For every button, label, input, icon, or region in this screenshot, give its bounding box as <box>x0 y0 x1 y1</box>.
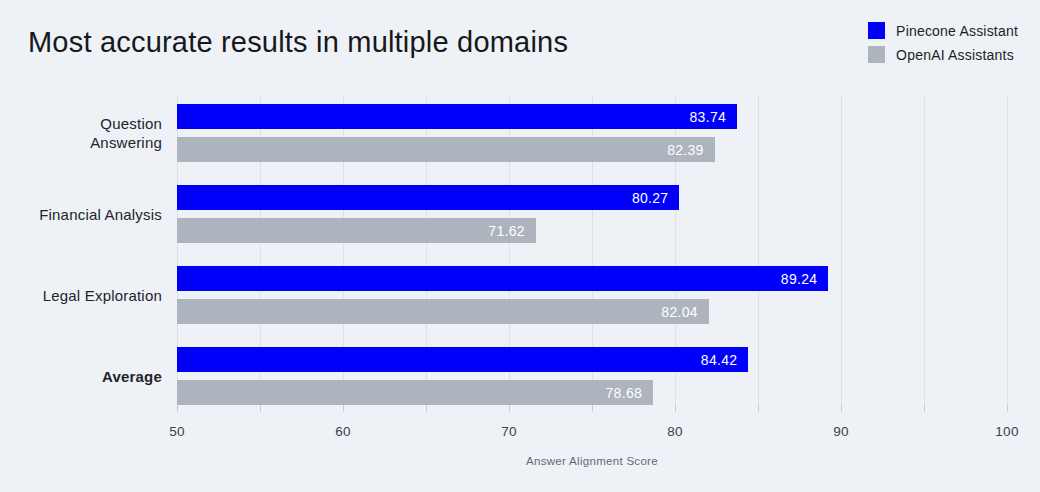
bar-pinecone-assistant-financial-analysis: 80.27 <box>177 185 679 210</box>
tick-mark-95 <box>924 405 925 412</box>
x-tick-label-80: 80 <box>667 424 683 439</box>
chart-canvas: Most accurate results in multiple domain… <box>0 0 1040 492</box>
tick-mark-65 <box>426 405 427 412</box>
legend: Pinecone Assistant OpenAI Assistants <box>868 22 1018 63</box>
chart-title: Most accurate results in multiple domain… <box>28 26 568 59</box>
bar-openai-assistants-average: 78.68 <box>177 380 653 405</box>
legend-label: Pinecone Assistant <box>896 23 1018 39</box>
bar-value-label: 89.24 <box>781 271 829 287</box>
category-label-legal-exploration: Legal Exploration <box>32 286 162 305</box>
tick-mark-85 <box>758 405 759 412</box>
legend-swatch-pinecone-icon <box>868 22 885 39</box>
bar-value-label: 71.62 <box>488 223 536 239</box>
gridline-90 <box>841 96 842 405</box>
x-tick-label-70: 70 <box>501 424 517 439</box>
bar-pinecone-assistant-legal-exploration: 89.24 <box>177 266 828 291</box>
legend-item-openai-assistants: OpenAI Assistants <box>868 46 1018 63</box>
bar-openai-assistants-financial-analysis: 71.62 <box>177 218 536 243</box>
gridline-85 <box>758 96 759 405</box>
x-axis-title: Answer Alignment Score <box>177 455 1007 467</box>
bar-value-label: 84.42 <box>701 352 749 368</box>
x-tick-label-60: 60 <box>335 424 351 439</box>
category-label-financial-analysis: Financial Analysis <box>32 205 162 224</box>
tick-mark-100 <box>1007 405 1008 412</box>
bar-value-label: 82.39 <box>667 142 715 158</box>
tick-mark-50 <box>177 405 178 412</box>
category-label-question-answering: Question Answering <box>32 114 162 152</box>
tick-mark-55 <box>260 405 261 412</box>
tick-mark-60 <box>343 405 344 412</box>
bar-openai-assistants-legal-exploration: 82.04 <box>177 299 709 324</box>
legend-swatch-openai-icon <box>868 46 885 63</box>
legend-label: OpenAI Assistants <box>896 47 1014 63</box>
bar-pinecone-assistant-question-answering: 83.74 <box>177 104 737 129</box>
x-tick-label-50: 50 <box>169 424 185 439</box>
bar-value-label: 83.74 <box>690 109 738 125</box>
x-tick-label-90: 90 <box>833 424 849 439</box>
tick-mark-70 <box>509 405 510 412</box>
legend-item-pinecone-assistant: Pinecone Assistant <box>868 22 1018 39</box>
bar-value-label: 82.04 <box>661 304 709 320</box>
gridline-100 <box>1007 96 1008 405</box>
x-tick-label-100: 100 <box>995 424 1018 439</box>
tick-mark-90 <box>841 405 842 412</box>
plot-area: 83.74 82.39 80.27 71.62 89.24 82.04 84.42 78.68 <box>177 96 1007 405</box>
bar-value-label: 78.68 <box>606 385 654 401</box>
bar-value-label: 80.27 <box>632 190 680 206</box>
category-label-average: Average <box>32 367 162 386</box>
bar-openai-assistants-question-answering: 82.39 <box>177 137 715 162</box>
gridline-95 <box>924 96 925 405</box>
bar-pinecone-assistant-average: 84.42 <box>177 347 748 372</box>
tick-mark-80 <box>675 405 676 412</box>
tick-mark-75 <box>592 405 593 412</box>
